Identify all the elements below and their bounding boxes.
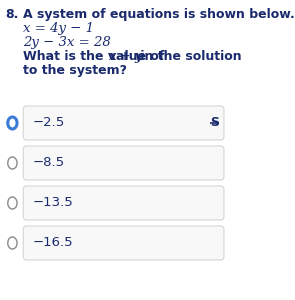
Text: −8.5: −8.5 <box>32 157 65 169</box>
Text: 2y − 3x = 28: 2y − 3x = 28 <box>23 36 111 49</box>
Text: x = 4y − 1: x = 4y − 1 <box>23 22 94 35</box>
Text: to the system?: to the system? <box>23 64 127 77</box>
Text: in the solution: in the solution <box>136 50 241 63</box>
Text: −13.5: −13.5 <box>32 196 73 209</box>
Text: x + y: x + y <box>108 50 142 63</box>
FancyBboxPatch shape <box>23 106 224 140</box>
Text: −16.5: −16.5 <box>32 236 73 250</box>
FancyBboxPatch shape <box>23 186 224 220</box>
Text: −2.5: −2.5 <box>32 116 65 130</box>
Text: S: S <box>210 116 219 130</box>
FancyBboxPatch shape <box>23 146 224 180</box>
Text: 8.: 8. <box>5 8 19 21</box>
Text: A system of equations is shown below.: A system of equations is shown below. <box>23 8 295 21</box>
Text: What is the value of: What is the value of <box>23 50 169 63</box>
FancyBboxPatch shape <box>23 226 224 260</box>
